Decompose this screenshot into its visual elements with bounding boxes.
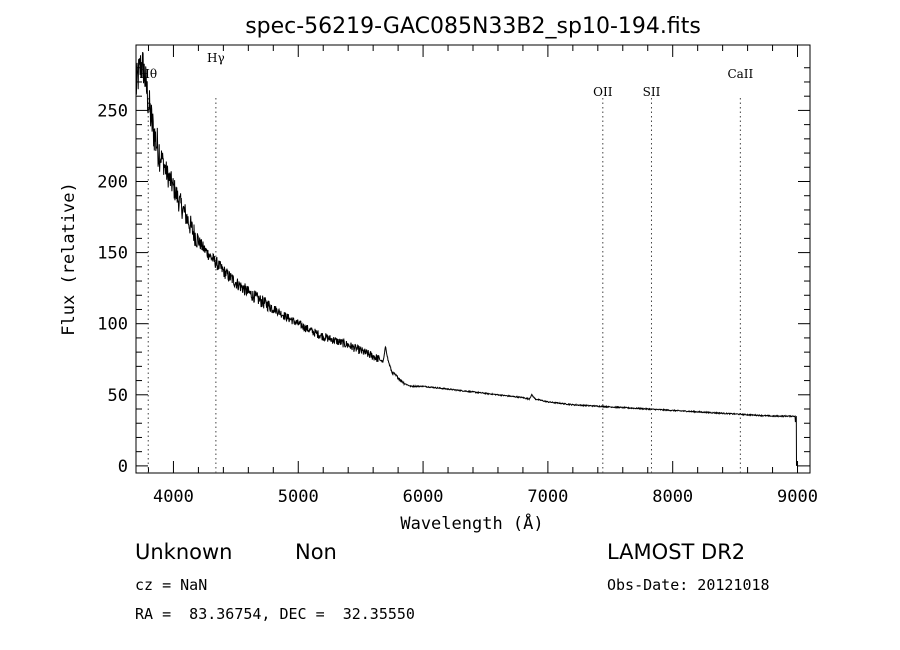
survey-label: LAMOST DR2 (607, 540, 746, 564)
coordinates-label: RA = 83.36754, DEC = 32.35550 (135, 605, 415, 623)
y-axis-label: Flux (relative) (59, 182, 79, 336)
y-tick-label: 0 (118, 457, 128, 477)
x-tick-label: 8000 (652, 487, 693, 507)
spectral-line-label: Hγ (207, 51, 225, 65)
chart-title: spec-56219-GAC085N33B2_sp10-194.fits (245, 14, 701, 39)
x-tick-label: 9000 (777, 487, 818, 507)
x-tick-label: 7000 (527, 487, 568, 507)
y-tick-label: 150 (97, 244, 128, 264)
y-tick-label: 50 (108, 386, 128, 406)
y-tick-label: 100 (97, 315, 128, 335)
x-axis-ticks: 4000 5000 6000 7000 8000 9000 (147, 45, 818, 507)
y-axis-ticks: 0 50 100 150 200 250 (97, 67, 810, 477)
y-tick-label: 250 (97, 101, 128, 121)
spectral-line-label: CaII (727, 67, 753, 81)
spectrum-line (135, 51, 797, 466)
x-tick-label: 5000 (278, 487, 319, 507)
subclass-label: Non (295, 540, 337, 564)
classification-label: Unknown (135, 540, 233, 564)
x-axis-label: Wavelength (Å) (400, 512, 543, 534)
spectral-line-label: OII (593, 85, 613, 99)
x-tick-label: 4000 (153, 487, 194, 507)
spectral-line-label: SII (643, 85, 661, 99)
redshift-label: cz = NaN (135, 576, 208, 594)
x-tick-label: 6000 (403, 487, 444, 507)
y-tick-label: 200 (97, 173, 128, 193)
obs-date-label: Obs-Date: 20121018 (607, 576, 770, 594)
plot-frame (135, 44, 811, 474)
